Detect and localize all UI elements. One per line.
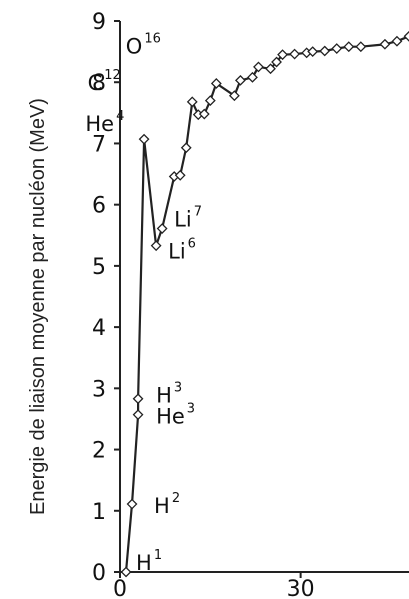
isotope-mass-number: 3 [187,402,195,417]
data-point [132,393,144,405]
data-point [289,48,301,60]
data-point [210,78,222,89]
y-tick-label: 6 [92,194,106,219]
y-tick-label: 9 [92,10,106,35]
data-point [120,566,132,578]
data-point [186,96,198,108]
isotope-label-he3: He 3 [156,402,195,429]
isotope-symbol: H [136,551,152,575]
isotope-label-li6: Li 6 [168,237,196,264]
data-point [228,90,240,102]
isotope-symbol: O [126,34,143,58]
axes-group [119,21,409,573]
y-axis-label: Energie de liaison moyenne par nucléon (… [27,98,49,515]
isotope-mass-number: 12 [104,68,121,83]
isotope-mass-number: 3 [174,381,182,396]
isotope-label-c12: C 12 [88,68,121,95]
isotope-label-he4: He 4 [85,109,124,136]
isotope-mass-number: 2 [172,491,180,506]
y-tick-label: 3 [92,377,106,402]
data-point [180,142,192,154]
data-point [271,56,282,68]
data-point [391,35,403,47]
y-tick-label: 5 [92,255,106,280]
data-point [174,169,186,181]
data-point [331,43,343,54]
y-tick-label: 8 [92,71,106,96]
isotope-symbol: C [88,71,103,95]
isotope-symbol: H [154,494,170,518]
data-point [379,38,391,50]
y-tick-label: 0 [92,561,106,586]
data-point [277,49,288,61]
isotope-label-li7: Li 7 [174,205,202,232]
data-point [132,409,144,421]
isotope-annotations-group: H 1H 2H 3He 3He 4Li 6Li 7C 12O 16 [85,31,202,575]
y-tick-label: 4 [92,316,106,341]
isotope-symbol: H [156,384,172,408]
data-point [253,61,264,73]
data-point [126,498,138,510]
data-point [343,41,355,53]
x-tick-label: 30 [287,577,315,599]
data-point [156,223,168,234]
isotope-mass-number: 7 [194,205,202,220]
isotope-symbol: He [85,112,114,136]
isotope-mass-number: 16 [144,31,161,46]
isotope-mass-number: 6 [188,237,196,252]
isotope-mass-number: 1 [154,548,162,563]
data-point [319,45,331,57]
data-point [204,95,216,107]
data-point [234,74,246,86]
x-tick-label: 0 [113,577,127,599]
series-markers-group [120,30,409,578]
data-point [265,63,276,75]
isotope-symbol: Li [174,208,192,232]
y-tick-label: 2 [92,439,106,464]
data-point [198,108,210,120]
data-point [247,71,258,83]
y-axis-label-group: Energie de liaison moyenne par nucléon (… [27,98,49,515]
y-tick-label: 1 [92,500,106,525]
isotope-label-o16: O 16 [126,31,161,58]
series-line-group [124,35,409,573]
data-point [355,41,367,53]
data-point [138,133,150,145]
series-line [124,35,409,573]
data-point [307,46,319,58]
isotope-symbol: Li [168,240,186,264]
data-point [403,30,409,42]
y-tick-label: 7 [92,132,106,157]
isotope-symbol: He [156,405,185,429]
data-point [150,240,162,252]
isotope-mass-number: 4 [116,109,124,124]
